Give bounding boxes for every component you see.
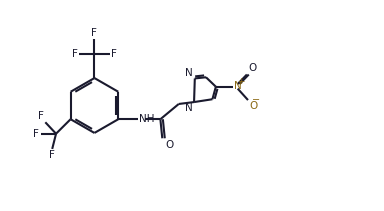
Text: −: − [252, 95, 260, 105]
Text: F: F [38, 111, 44, 121]
Text: F: F [49, 150, 55, 161]
Text: O: O [165, 140, 173, 150]
Text: N: N [185, 68, 192, 78]
Text: O: O [249, 101, 257, 111]
Text: N: N [234, 81, 242, 91]
Text: F: F [111, 49, 117, 60]
Text: F: F [91, 28, 98, 38]
Text: O: O [248, 63, 257, 73]
Text: NH: NH [139, 114, 155, 124]
Text: F: F [72, 49, 78, 60]
Text: F: F [33, 129, 39, 139]
Text: +: + [237, 77, 244, 86]
Text: N: N [185, 103, 192, 113]
